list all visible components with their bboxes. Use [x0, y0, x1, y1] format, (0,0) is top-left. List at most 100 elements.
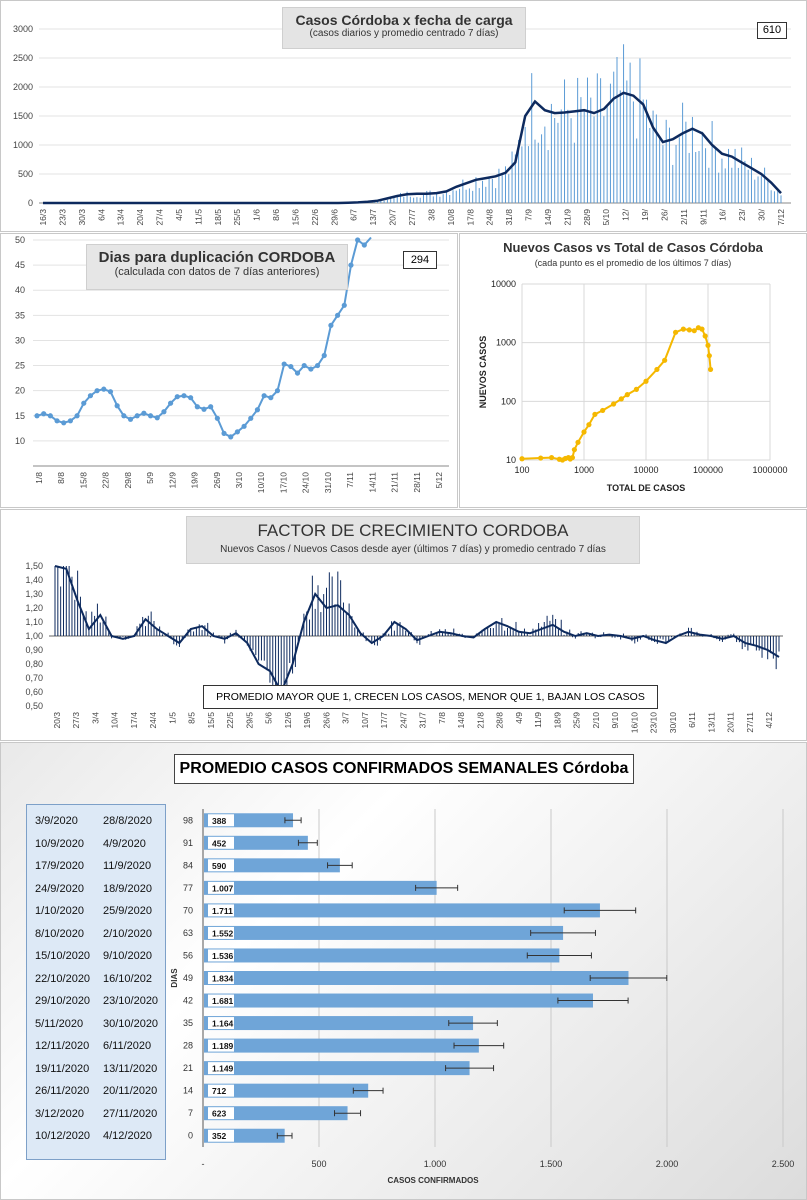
week-end-date: 12/11/2020: [35, 1040, 90, 1053]
doubling-days-chart: 50 45 40 35 30 25 20 15 10 1/8 8/8 15/8 22/8 29/8 5/9 1…: [15, 235, 449, 494]
doubling-days-point: [54, 418, 60, 424]
weekly-bar: [204, 858, 340, 873]
week-end-date: 22/10/2020: [35, 972, 91, 985]
doubling-days-point: [81, 400, 87, 406]
doubling-days-point: [308, 366, 314, 372]
x-tick-label: 7/12: [776, 209, 786, 226]
y-tick-label: 10: [506, 455, 516, 465]
y-tick-label: 1,50: [25, 561, 43, 571]
x-tick-label: 1000000: [752, 465, 787, 475]
scatter-point: [643, 378, 649, 384]
x-tick-label: 2.000: [656, 1159, 679, 1169]
x-tick-label: 11/5: [193, 209, 203, 225]
doubling-days-point: [261, 393, 267, 399]
week-end-date: 10/9/2020: [35, 837, 84, 850]
scatter-point: [662, 357, 668, 363]
x-tick-label: 22/8: [101, 472, 111, 489]
x-tick-label: 11/9: [533, 712, 543, 728]
x-tick-label: 2/11: [679, 209, 689, 225]
weekly-bar: [204, 1061, 470, 1076]
daily-cases-subtitle: (casos diarios y promedio centrado 7 día…: [309, 28, 499, 39]
y-tick-label: 91: [183, 838, 193, 848]
y-tick-label: 10: [15, 436, 25, 446]
x-tick-label: 17/7: [379, 712, 389, 729]
x-tick-label: 15/6: [290, 209, 300, 226]
value-label: 712: [212, 1086, 226, 1096]
x-tick-label: 20/11: [726, 712, 736, 733]
x-tick-label: 1000: [574, 465, 594, 475]
weekly-average-chart: - 500 1.000 1.500 2.000 2.500 CASOS CONFIRMADO…: [170, 809, 795, 1185]
x-tick-label: 23/3: [57, 209, 67, 226]
doubling-days-point: [254, 407, 261, 413]
value-label: 1.189: [212, 1041, 234, 1051]
scatter-point: [672, 329, 679, 335]
x-tick-label: 3/10: [234, 472, 244, 489]
x-tick-label: 29/8: [123, 472, 133, 489]
week-end-date: 5/11/2020: [35, 1017, 84, 1030]
scatter-point: [707, 366, 714, 373]
week-start-date: 13/11/2020: [103, 1062, 158, 1075]
doubling-days-point: [107, 389, 114, 395]
growth-factor-panel: 1,50 1,40 1,30 1,20 1,10 1,00 0,90 0,80 0,70 0,60…: [0, 509, 807, 741]
x-tick-label: 25/9: [572, 712, 582, 729]
x-tick-label: 24/10: [301, 472, 311, 494]
x-tick-label: 31/8: [504, 209, 514, 226]
x-tick-label: 17/4: [129, 712, 139, 729]
daily-cases-chart: 3000 2500 2000 1500 1000 500 0 16/3 23/3 30/3 6/4 1…: [13, 24, 791, 226]
value-label: 388: [212, 816, 226, 826]
doubling-days-point: [74, 413, 80, 419]
x-tick-label: 3/4: [90, 712, 100, 724]
value-label-bg: [208, 972, 234, 984]
scatter-point: [548, 454, 555, 461]
doubling-days-point: [154, 415, 160, 421]
doubling-days-point: [174, 394, 180, 400]
y-tick-label: 56: [183, 950, 193, 960]
doubling-days-point: [281, 361, 287, 367]
x-tick-label: 2.500: [772, 1159, 795, 1169]
weekly-bar: [204, 1038, 479, 1053]
doubling-days-point: [188, 395, 194, 401]
x-tick-label: 18/9: [552, 712, 562, 729]
week-start-date: 4/12/2020: [103, 1130, 152, 1143]
value-label: 590: [212, 861, 226, 871]
x-tick-label: 1.000: [424, 1159, 447, 1169]
doubling-days-point: [268, 395, 274, 401]
week-end-date: 10/12/2020: [35, 1130, 91, 1143]
weekly-bar: [204, 1083, 369, 1098]
week-end-date: 26/11/2020: [35, 1085, 90, 1098]
week-start-date: 20/11/2020: [103, 1085, 158, 1098]
doubling-days-point: [194, 404, 200, 410]
x-tick-label: 15/5: [206, 712, 216, 729]
x-tick-label: 13/11: [706, 712, 716, 733]
doubling-days-point: [121, 413, 127, 419]
growth-factor-title-box: FACTOR DE CRECIMIENTO CORDOBA Nuevos Cas…: [186, 516, 640, 564]
week-start-date: 2/10/2020: [103, 927, 152, 940]
x-tick-label: 20/3: [52, 712, 62, 729]
doubling-days-point: [94, 388, 100, 394]
x-tick-label: 23/: [737, 208, 747, 220]
doubling-days-point: [241, 423, 247, 429]
x-tick-label: 6/11: [687, 712, 697, 728]
scatter-point: [571, 447, 577, 453]
x-tick-label: 23/10: [649, 712, 659, 734]
week-start-date: 6/11/2020: [103, 1040, 152, 1053]
weekly-bar: [204, 971, 629, 985]
y-tick-label: 28: [183, 1041, 193, 1051]
x-tick-label: 12/: [621, 208, 631, 220]
doubling-days-point: [341, 302, 347, 308]
x-axis-title: TOTAL DE CASOS: [607, 483, 686, 493]
doubling-days-point: [288, 363, 294, 370]
x-tick-label: 19/6: [302, 712, 312, 729]
value-label-bg: [208, 1107, 234, 1120]
x-tick-label: 5/10: [601, 209, 611, 226]
x-tick-label: 100000: [693, 465, 723, 475]
x-tick-label: 12/9: [167, 472, 177, 489]
x-tick-label: 14/9: [543, 209, 553, 226]
y-tick-label: 0,80: [25, 659, 43, 669]
x-tick-label: 24/4: [148, 712, 158, 729]
weekly-bar: [204, 925, 564, 940]
doubling-days-point: [181, 393, 187, 399]
doubling-days-point: [147, 413, 154, 419]
weekly-bar: [204, 993, 593, 1008]
